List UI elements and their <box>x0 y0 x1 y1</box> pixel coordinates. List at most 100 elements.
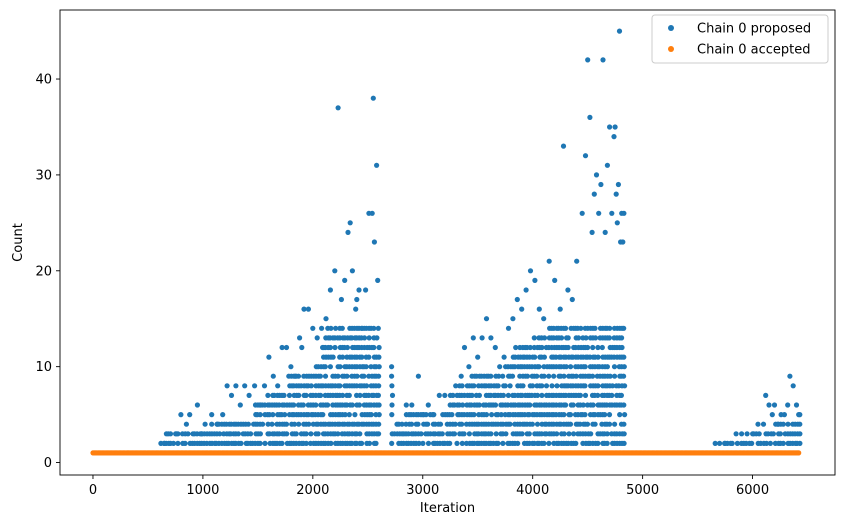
proposed-point <box>483 316 490 322</box>
proposed-point <box>459 440 465 446</box>
proposed-point <box>560 143 567 149</box>
proposed-point <box>366 354 372 360</box>
proposed-point <box>505 325 512 331</box>
proposed-point <box>265 421 271 427</box>
proposed-point <box>319 325 325 331</box>
proposed-point <box>283 421 290 427</box>
proposed-point <box>621 431 627 437</box>
proposed-point <box>366 440 373 446</box>
proposed-point <box>260 421 266 427</box>
proposed-point <box>335 431 341 437</box>
proposed-point <box>536 364 542 370</box>
proposed-point <box>749 440 755 446</box>
proposed-point <box>501 354 507 360</box>
legend-label-proposed: Chain 0 proposed <box>697 22 811 37</box>
proposed-point <box>425 440 432 446</box>
proposed-point <box>561 431 567 437</box>
proposed-point <box>621 402 627 408</box>
proposed-point <box>582 412 588 418</box>
proposed-point <box>539 392 545 398</box>
proposed-point <box>541 373 547 379</box>
proposed-point <box>262 440 268 446</box>
proposed-point <box>224 383 230 389</box>
proposed-point <box>717 440 723 446</box>
proposed-point <box>371 325 377 331</box>
proposed-point <box>571 431 577 437</box>
proposed-point <box>767 440 774 446</box>
proposed-point <box>252 383 258 389</box>
proposed-point <box>584 421 591 427</box>
proposed-point <box>739 431 745 437</box>
proposed-point <box>510 316 516 322</box>
proposed-point <box>775 421 781 427</box>
proposed-point <box>492 344 498 351</box>
proposed-point <box>519 431 525 437</box>
proposed-point <box>592 421 598 427</box>
proposed-point <box>452 421 458 427</box>
proposed-point <box>606 335 613 341</box>
proposed-point <box>436 392 442 398</box>
proposed-point <box>755 421 761 427</box>
proposed-point <box>532 354 538 360</box>
proposed-point <box>454 440 460 446</box>
proposed-point <box>439 431 445 437</box>
y-tick-label: 0 <box>44 456 52 471</box>
proposed-point <box>590 344 596 351</box>
y-tick-label: 20 <box>35 264 52 279</box>
proposed-point <box>281 392 287 398</box>
proposed-point <box>534 421 541 427</box>
proposed-point <box>346 392 352 398</box>
proposed-point <box>209 421 215 427</box>
proposed-point <box>217 431 223 437</box>
proposed-point <box>585 57 591 63</box>
proposed-point <box>442 392 448 398</box>
proposed-point <box>515 440 521 446</box>
proposed-point <box>604 440 610 446</box>
proposed-point <box>488 431 494 437</box>
proposed-point <box>763 440 770 446</box>
proposed-point <box>614 220 620 226</box>
proposed-point <box>279 344 285 351</box>
proposed-point <box>297 335 303 341</box>
proposed-point <box>616 28 623 34</box>
proposed-point <box>376 412 382 418</box>
proposed-point <box>308 383 314 389</box>
proposed-point <box>245 421 251 427</box>
proposed-point <box>363 364 369 370</box>
proposed-point <box>330 354 336 360</box>
proposed-point <box>242 383 248 389</box>
legend: Chain 0 proposed Chain 0 accepted <box>651 14 829 64</box>
x-tick-label: 6000 <box>736 483 769 498</box>
proposed-point <box>458 373 464 379</box>
proposed-point <box>527 344 533 351</box>
proposed-point <box>606 421 613 427</box>
proposed-point <box>612 124 618 130</box>
proposed-point <box>451 431 458 437</box>
proposed-point <box>549 383 555 389</box>
proposed-point <box>437 421 444 427</box>
proposed-point <box>619 344 625 351</box>
proposed-point <box>235 431 241 437</box>
proposed-point <box>275 383 281 389</box>
proposed-point <box>246 392 252 398</box>
proposed-point <box>322 364 328 370</box>
proposed-point <box>611 134 617 140</box>
proposed-point <box>161 440 167 446</box>
proposed-point <box>301 306 307 312</box>
proposed-point <box>513 344 519 351</box>
proposed-point <box>568 364 574 370</box>
proposed-point <box>376 373 382 379</box>
proposed-point <box>303 392 309 398</box>
proposed-point <box>492 402 499 408</box>
proposed-point <box>500 373 506 379</box>
proposed-point <box>728 440 734 446</box>
proposed-point <box>488 373 494 379</box>
proposed-point <box>591 191 597 197</box>
proposed-point <box>722 440 728 446</box>
proposed-point <box>621 373 627 379</box>
proposed-point <box>469 392 475 398</box>
proposed-point <box>345 229 351 235</box>
proposed-point <box>299 344 305 351</box>
proposed-point <box>409 402 415 408</box>
proposed-point <box>495 383 501 389</box>
